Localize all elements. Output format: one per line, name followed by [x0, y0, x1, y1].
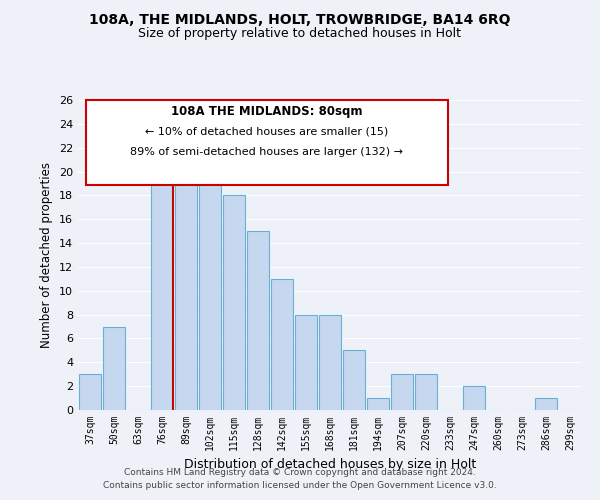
Text: 108A THE MIDLANDS: 80sqm: 108A THE MIDLANDS: 80sqm [171, 104, 363, 118]
Text: 108A, THE MIDLANDS, HOLT, TROWBRIDGE, BA14 6RQ: 108A, THE MIDLANDS, HOLT, TROWBRIDGE, BA… [89, 12, 511, 26]
Y-axis label: Number of detached properties: Number of detached properties [40, 162, 53, 348]
Text: Contains HM Land Registry data © Crown copyright and database right 2024.: Contains HM Land Registry data © Crown c… [124, 468, 476, 477]
Bar [343, 350, 365, 410]
Bar [295, 314, 317, 410]
Bar [151, 184, 173, 410]
Text: Size of property relative to detached houses in Holt: Size of property relative to detached ho… [139, 28, 461, 40]
Bar [103, 326, 125, 410]
X-axis label: Distribution of detached houses by size in Holt: Distribution of detached houses by size … [184, 458, 476, 471]
Bar [199, 148, 221, 410]
Bar [367, 398, 389, 410]
Bar [415, 374, 437, 410]
FancyBboxPatch shape [86, 100, 448, 185]
Bar [463, 386, 485, 410]
Bar [535, 398, 557, 410]
Bar [175, 172, 197, 410]
Bar [271, 279, 293, 410]
Text: 89% of semi-detached houses are larger (132) →: 89% of semi-detached houses are larger (… [131, 147, 404, 157]
Bar [247, 231, 269, 410]
Text: ← 10% of detached houses are smaller (15): ← 10% of detached houses are smaller (15… [145, 126, 389, 136]
Bar [391, 374, 413, 410]
Text: Contains public sector information licensed under the Open Government Licence v3: Contains public sector information licen… [103, 480, 497, 490]
Bar [79, 374, 101, 410]
Bar [223, 196, 245, 410]
Bar [319, 314, 341, 410]
